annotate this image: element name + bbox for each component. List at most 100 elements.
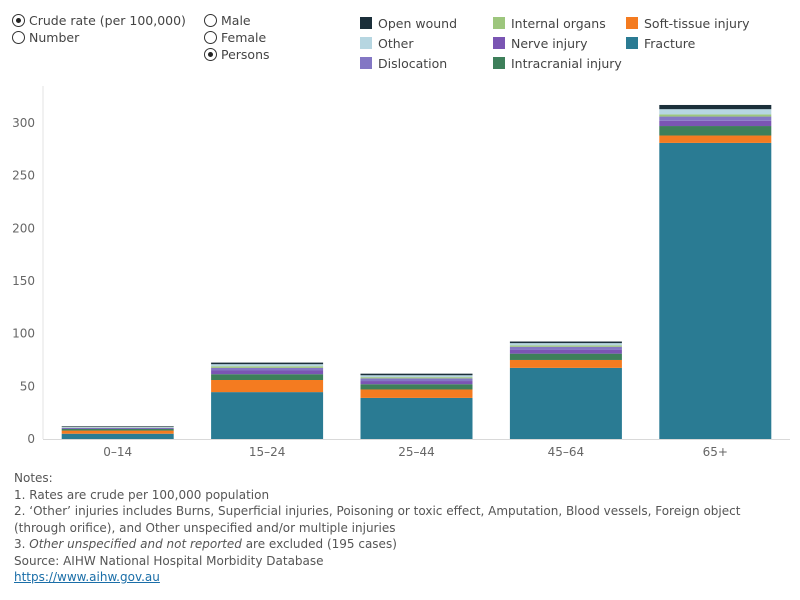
bar-segment-other	[211, 364, 324, 367]
x-tick-label: 65+	[703, 445, 728, 459]
radio-selected-icon	[12, 14, 25, 27]
legend-item-soft-tissue-injury[interactable]: Soft-tissue injury	[626, 14, 750, 32]
bar-segment-fracture	[61, 433, 174, 439]
legend-swatch	[493, 57, 505, 69]
bar-segment-dislocation	[360, 378, 473, 382]
bar-segment-fracture	[211, 392, 324, 439]
bar-segment-nerve-injury	[211, 370, 324, 375]
bar-segment-internal-organs	[659, 114, 772, 117]
x-tick-label: 45–64	[548, 445, 585, 459]
radio-unselected-icon	[204, 31, 217, 44]
radio-crude-rate[interactable]: Crude rate (per 100,000)	[12, 12, 186, 29]
stacked-bar-chart: 0 50 100 150 200 250 300 0–14 15–24 25–44 45–64 65+	[12, 86, 790, 459]
legend-swatch	[493, 17, 505, 29]
x-tick-label: 15–24	[249, 445, 286, 459]
y-tick-label: 0	[27, 432, 35, 446]
note-line-1: 1. Rates are crude per 100,000 populatio…	[14, 487, 270, 502]
bar-segment-soft-tissue-injury	[360, 389, 473, 398]
bar-segment-internal-organs	[360, 377, 473, 379]
y-tick-label: 150	[12, 274, 35, 288]
legend-label: Open wound	[378, 15, 458, 31]
bar-segment-intracranial-injury	[360, 384, 473, 390]
bar-segment-soft-tissue-injury	[211, 379, 324, 393]
legend-label: Internal organs	[511, 15, 606, 31]
bar-segment-intracranial-injury	[211, 374, 324, 380]
bar-segment-open-wound	[659, 104, 772, 110]
sex-radio-group: Male Female Persons	[204, 12, 270, 63]
radio-selected-icon	[204, 48, 217, 61]
bar-segment-intracranial-injury	[659, 126, 772, 136]
radio-female[interactable]: Female	[204, 29, 270, 46]
note-line-3-italic: Other unspecified and not reported	[29, 537, 242, 551]
measure-radio-group: Crude rate (per 100,000) Number	[12, 12, 186, 46]
legend-swatch	[626, 37, 638, 49]
legend-item-intracranial-injury[interactable]: Intracranial injury	[493, 54, 622, 72]
bar-segment-fracture	[509, 367, 622, 439]
legend-item-nerve-injury[interactable]: Nerve injury	[493, 34, 588, 52]
bar-segment-nerve-injury	[360, 381, 473, 385]
radio-number[interactable]: Number	[12, 29, 186, 46]
legend-item-internal-organs[interactable]: Internal organs	[493, 14, 606, 32]
note-line-3-suffix: are excluded (195 cases)	[241, 537, 397, 551]
legend-label: Fracture	[644, 35, 696, 51]
bar-segment-nerve-injury	[509, 349, 622, 354]
source-link[interactable]: https://www.aihw.gov.au	[14, 570, 160, 584]
bar-segment-other	[659, 109, 772, 115]
radio-label: Female	[221, 30, 267, 45]
bar-segment-soft-tissue-injury	[61, 430, 174, 434]
note-line-2: 2. ‘Other’ injuries includes Burns, Supe…	[14, 504, 741, 535]
bar-segment-open-wound	[360, 373, 473, 376]
legend-item-other[interactable]: Other	[360, 34, 414, 52]
bar-segment-soft-tissue-injury	[659, 135, 772, 143]
bar-segment-other	[360, 375, 473, 378]
legend-swatch	[360, 57, 372, 69]
source-text: Source: AIHW National Hospital Morbidity…	[14, 553, 324, 568]
legend-item-fracture[interactable]: Fracture	[626, 34, 695, 52]
y-tick-label: 50	[20, 379, 35, 393]
legend-swatch	[360, 17, 372, 29]
bar-segment-internal-organs	[211, 366, 324, 368]
legend-swatch	[626, 17, 638, 29]
legend-item-open-wound[interactable]: Open wound	[360, 14, 457, 32]
radio-male[interactable]: Male	[204, 12, 270, 29]
bar-segment-soft-tissue-injury	[509, 359, 622, 368]
radio-unselected-icon	[12, 31, 25, 44]
legend-item-dislocation[interactable]: Dislocation	[360, 54, 447, 72]
y-tick-label: 100	[12, 327, 35, 341]
bar-segment-open-wound	[61, 426, 174, 427]
legend-label: Intracranial injury	[511, 55, 622, 71]
bar-segment-nerve-injury	[61, 428, 174, 429]
radio-persons[interactable]: Persons	[204, 46, 270, 63]
bar-segment-fracture	[360, 397, 473, 439]
legend-label: Dislocation	[378, 55, 448, 71]
bar-segment-dislocation	[509, 346, 622, 350]
x-tick-label: 0–14	[103, 445, 132, 459]
chart-legend: Open wound Internal organs Soft-tissue i…	[360, 14, 790, 74]
legend-label: Soft-tissue injury	[644, 15, 750, 31]
bar-segment-intracranial-injury	[61, 428, 174, 431]
notes-heading: Notes:	[14, 471, 53, 485]
bar-segment-intracranial-injury	[509, 353, 622, 360]
note-line-3-prefix: 3.	[14, 537, 30, 551]
y-tick-label: 250	[12, 169, 35, 183]
bar-segment-open-wound	[509, 341, 622, 344]
y-tick-label: 300	[12, 116, 35, 130]
radio-label: Male	[221, 13, 251, 28]
bar-segment-dislocation	[211, 367, 324, 371]
bar-segment-nerve-injury	[659, 120, 772, 127]
notes-section: Notes: 1. Rates are crude per 100,000 po…	[14, 470, 794, 586]
bar-segment-open-wound	[211, 362, 324, 365]
bar-segment-fracture	[659, 142, 772, 439]
bar-segment-other	[509, 343, 622, 346]
bar-segment-internal-organs	[509, 345, 622, 347]
y-tick-label: 200	[12, 221, 35, 235]
radio-label: Persons	[221, 47, 270, 62]
bar-segment-dislocation	[659, 116, 772, 121]
legend-swatch	[493, 37, 505, 49]
bar-segment-other	[61, 426, 174, 428]
x-tick-label: 25–44	[398, 445, 435, 459]
bar-segment-dislocation	[61, 427, 174, 429]
legend-swatch	[360, 37, 372, 49]
radio-label: Number	[29, 30, 80, 45]
note-line-3: 3. Other unspecified and not reported ar…	[14, 536, 794, 553]
